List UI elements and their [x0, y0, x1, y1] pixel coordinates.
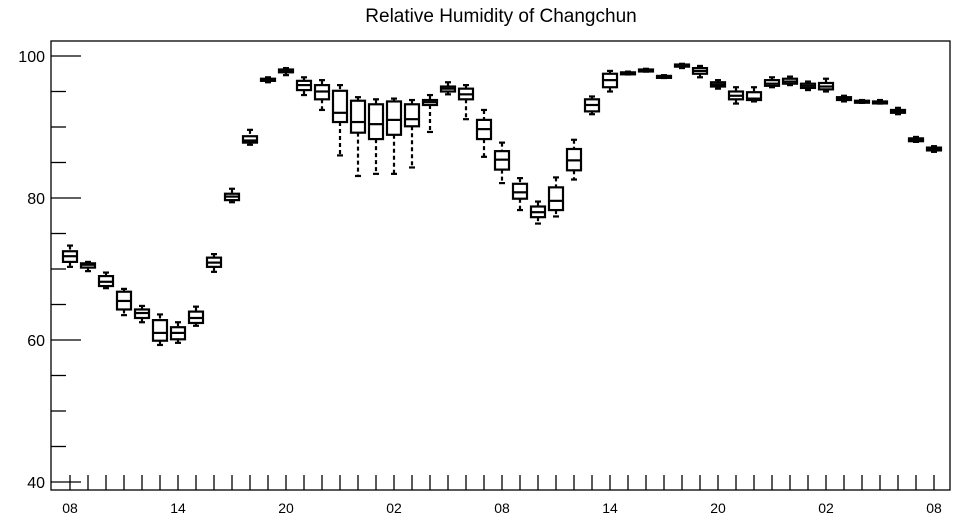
- box-plot-item: [889, 106, 907, 116]
- box-plot-item: [691, 64, 709, 79]
- box-plot-item: [259, 76, 277, 84]
- box-plot-item: [925, 145, 943, 153]
- box-plot-item: [61, 244, 79, 268]
- box-plot-item: [295, 76, 313, 97]
- chart-title: Relative Humidity of Changchun: [365, 6, 636, 27]
- box-iqr: [403, 103, 421, 128]
- box-iqr: [349, 99, 367, 134]
- box-plot-item: [871, 98, 889, 105]
- box-plot-item: [97, 271, 115, 290]
- box-iqr: [331, 89, 349, 124]
- box-plot-item: [367, 98, 385, 175]
- box-plot-item: [511, 177, 529, 212]
- box-plot-item: [853, 98, 871, 104]
- box-plot-item: [745, 86, 763, 103]
- x-tick-label: 20: [710, 500, 726, 516]
- box-plot-item: [133, 304, 151, 324]
- x-tick-label: 08: [494, 500, 510, 516]
- box-plot-item: [601, 69, 619, 93]
- y-tick-label: 40: [27, 475, 45, 492]
- box-plot-item: [547, 176, 565, 218]
- box-plot-item: [565, 138, 583, 181]
- box-plot-item: [637, 67, 655, 73]
- box-iqr: [385, 100, 403, 136]
- x-tick-label: 08: [926, 500, 942, 516]
- y-tick-label: 80: [27, 191, 45, 208]
- y-tick-label: 60: [27, 333, 45, 350]
- x-tick-label: 02: [818, 500, 834, 516]
- box-plot-item: [619, 70, 637, 76]
- x-axis: 08 14 20 02 08 14 20 02 08: [62, 475, 942, 516]
- box-plot-item: [727, 86, 745, 105]
- box-plot-item: [385, 97, 403, 175]
- box-plot-item: [79, 260, 97, 273]
- box-series: [61, 62, 943, 347]
- box-plot-item: [673, 62, 691, 70]
- box-plot-item: [835, 94, 853, 103]
- box-plot-item: [313, 79, 331, 112]
- box-plot-item: [241, 128, 259, 146]
- x-tick-label: 14: [170, 500, 186, 516]
- box-plot-item: [205, 252, 223, 273]
- box-plot-item: [151, 313, 169, 347]
- y-tick-label: 100: [18, 49, 45, 66]
- box-plot-item: [763, 76, 781, 89]
- box-plot-item: [799, 80, 817, 92]
- box-iqr: [151, 319, 169, 342]
- box-plot-item: [169, 321, 187, 344]
- box-plot-item: [421, 93, 439, 134]
- box-plot-item: [709, 79, 727, 90]
- box-plot-item: [277, 66, 295, 77]
- x-tick-label: 08: [62, 500, 78, 516]
- box-plot-item: [187, 305, 205, 327]
- x-tick-label: 14: [602, 500, 618, 516]
- box-plot-item: [115, 287, 133, 317]
- box-plot-item: [655, 74, 673, 80]
- y-axis: 40 60 80 100: [18, 49, 81, 492]
- box-plot-item: [583, 95, 601, 116]
- box-plot-item: [907, 135, 925, 144]
- plot-area-frame: [50, 40, 951, 491]
- box-plot-item: [439, 81, 457, 96]
- box-plot-item: [817, 77, 835, 93]
- x-tick-label: 20: [278, 500, 294, 516]
- box-iqr: [367, 103, 385, 141]
- box-plot-item: [457, 84, 475, 121]
- box-plot-item: [403, 98, 421, 169]
- x-tick-label: 02: [386, 500, 402, 516]
- box-iqr: [745, 91, 763, 102]
- box-plot-item: [349, 96, 367, 178]
- box-plot-item: [331, 84, 349, 157]
- box-plot-item: [493, 141, 511, 185]
- box-plot-item: [475, 108, 493, 158]
- box-plot-item: [781, 75, 799, 87]
- box-iqr: [547, 186, 565, 212]
- box-plot-item: [223, 187, 241, 204]
- box-plot-item: [529, 200, 547, 225]
